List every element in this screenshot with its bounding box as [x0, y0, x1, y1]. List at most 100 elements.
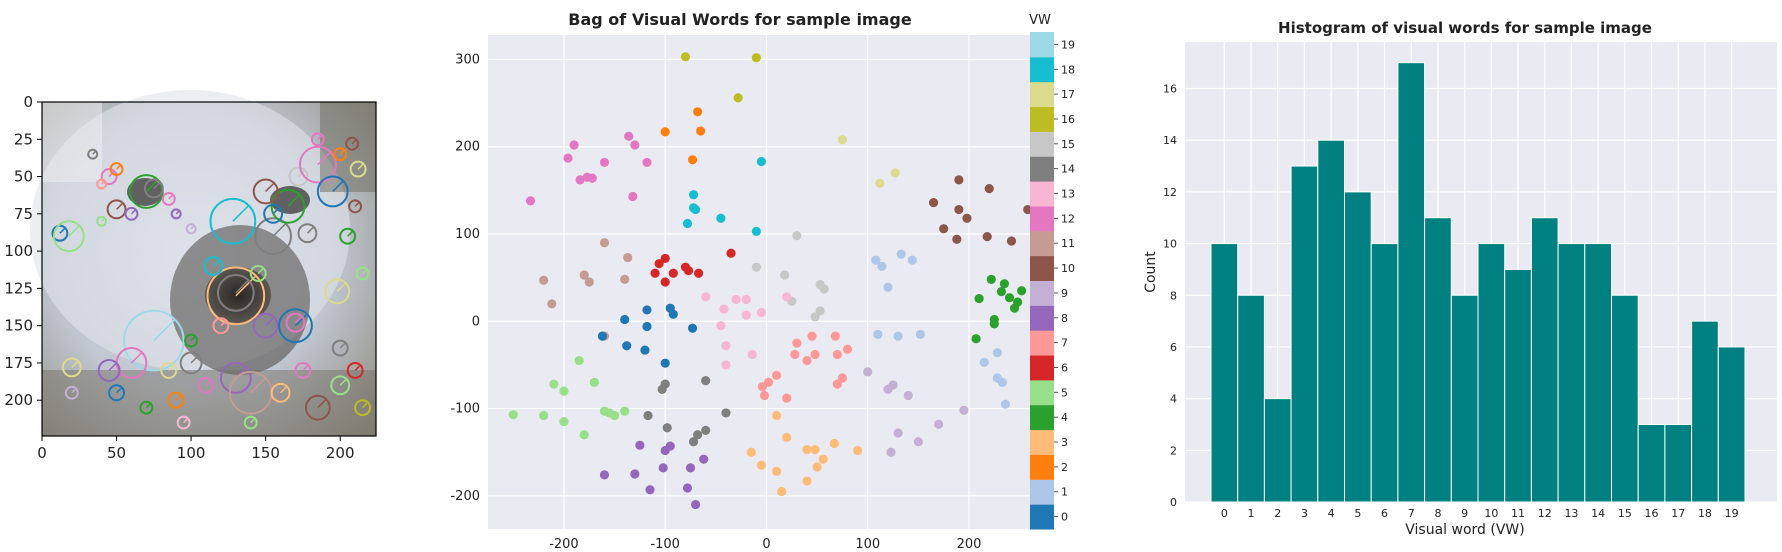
scatter-point [954, 204, 964, 215]
keypoint-orientation [92, 150, 97, 155]
histogram-bars [1210, 62, 1746, 503]
scatter-x-tick-label: 0 [762, 537, 770, 552]
histogram-y-tick-label: 10 [1163, 238, 1177, 251]
scatter-point [687, 155, 698, 165]
histogram-bar [1370, 243, 1399, 503]
keypoint-circle [297, 223, 318, 244]
scatter-point [888, 380, 898, 390]
keypoint-circle [97, 358, 121, 382]
scatter-point [810, 444, 820, 455]
keypoint-orientation [336, 282, 347, 292]
keypoint-image-panel: 0 50 100 150 200 0 25 50 75 100 125 150 175 200 [4, 90, 377, 462]
image-y-axis: 0 25 50 75 100 125 150 175 200 [4, 93, 42, 409]
colorbar-tick-label: 14 [1061, 163, 1075, 176]
histogram-x-tick-label: 2 [1274, 507, 1281, 520]
colorbar-tick-label: 4 [1061, 411, 1068, 424]
scatter-point [682, 218, 693, 229]
keypoint-circle [109, 162, 124, 177]
histogram-y-tick-label: 8 [1170, 289, 1177, 302]
scatter-point [818, 454, 828, 464]
colorbar-tick-label: 0 [1061, 511, 1068, 524]
keypoint-circle [355, 266, 370, 281]
colorbar-segment [1030, 156, 1054, 182]
keypoint-circle [96, 215, 108, 227]
scatter-point [829, 438, 839, 449]
histogram-bar [1504, 268, 1532, 503]
keypoint-orientation [130, 209, 137, 215]
histogram-x-tick-label: 17 [1671, 507, 1685, 520]
scatter-point [790, 349, 800, 360]
keypoint-circle [270, 188, 306, 224]
scatter-point [660, 253, 670, 264]
scatter-point [642, 321, 652, 332]
histogram-x-tick-label: 8 [1434, 507, 1441, 520]
keypoint-orientation [212, 259, 221, 267]
scatter-point [731, 294, 741, 305]
keypoint-circle [209, 197, 257, 245]
histogram-bar [1237, 294, 1265, 503]
colorbar-segment [1030, 280, 1054, 306]
scatter-point [657, 384, 667, 394]
scatter-point [873, 329, 883, 339]
colorbar-segment [1030, 504, 1054, 530]
keypoint-orientation [317, 398, 327, 409]
scatter-point [579, 430, 589, 440]
scatter-point [974, 293, 984, 304]
colorbar-tick-label: 10 [1061, 262, 1075, 275]
scatter-point [989, 319, 999, 329]
keypoint-circle [96, 178, 108, 190]
keypoint-orientation [250, 417, 256, 424]
keypoint-orientation [280, 385, 288, 394]
keypoint-circle [64, 385, 79, 400]
image-y-tick-label: 150 [4, 317, 33, 335]
colorbar-tick-label: 18 [1061, 63, 1075, 76]
keypoint-orientation [332, 180, 344, 192]
image-y-tick-label: 175 [4, 354, 33, 372]
image-x-tick-label: 50 [107, 444, 126, 462]
histogram-y-tick-label: 16 [1163, 83, 1177, 96]
keypoint-orientation [339, 342, 346, 349]
image-x-tick-label: 0 [37, 444, 47, 462]
colorbar-tick-label: 15 [1061, 138, 1075, 151]
image-y-tick-label: 200 [4, 391, 33, 409]
scatter-y-tick-label: -100 [450, 402, 480, 417]
histogram-bar [1691, 320, 1719, 503]
keypoint-orientation [116, 387, 123, 394]
scatter-point [539, 410, 549, 421]
keypoint-orientation [190, 335, 196, 342]
histogram-bar [1450, 294, 1479, 503]
keypoint-orientation [339, 378, 348, 386]
keypoint-circle [197, 376, 215, 394]
scatter-point [1006, 236, 1017, 246]
scatter-point [685, 463, 696, 473]
histogram-y-tick-label: 12 [1163, 186, 1177, 199]
scatter-point [665, 441, 675, 451]
keypoint-orientation [362, 268, 368, 275]
histogram-x-tick-label: 10 [1484, 507, 1498, 520]
keypoint-circle [345, 136, 360, 151]
keypoint-circle [212, 317, 230, 335]
scatter-point [508, 410, 518, 420]
scatter-point [893, 331, 903, 341]
keypoint-circle [348, 199, 363, 214]
keypoint-orientation [71, 388, 77, 394]
keypoint-circle [124, 206, 139, 221]
keypoint-circle [310, 132, 325, 147]
scatter-point [771, 370, 782, 380]
histogram-bar [1611, 294, 1639, 503]
scatter-point [624, 131, 634, 141]
scatter-point [802, 355, 812, 366]
scatter-point [837, 135, 848, 145]
scatter-point [620, 314, 630, 325]
scatter-point [721, 360, 731, 370]
keypoint-circle [346, 361, 364, 379]
scatter-point [1017, 286, 1027, 296]
scatter-point [777, 486, 787, 497]
keypoint-circle [185, 223, 197, 235]
keypoint-orientation [116, 164, 122, 170]
histogram-x-tick-label: 15 [1618, 507, 1632, 520]
keypoint-circle [285, 312, 306, 333]
keypoint-orientation [175, 210, 180, 215]
keypoint-circle [87, 148, 99, 160]
